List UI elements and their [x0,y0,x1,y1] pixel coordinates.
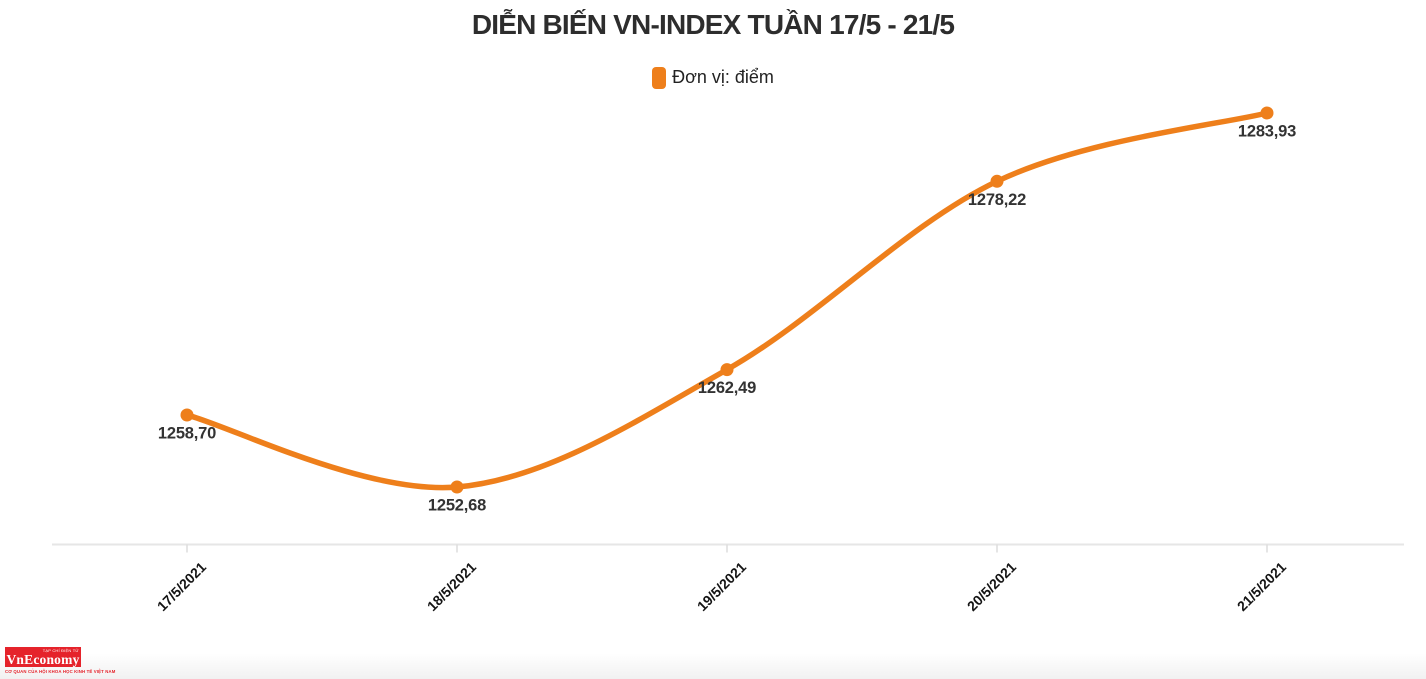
data-point [1260,106,1274,120]
point-value-label: 1252,68 [428,497,486,515]
legend-label: Đơn vị: điểm [672,67,774,87]
point-value-label: 1262,49 [698,379,756,397]
legend-marker-icon [652,66,667,89]
logo-microtext: TẠP CHÍ ĐIỆN TỬ [42,648,79,653]
bottom-fade-strip [0,653,1426,679]
point-value-label: 1278,22 [968,191,1026,209]
logo-tagline: CƠ QUAN CỦA HỘI KHOA HỌC KINH TẾ VIỆT NA… [5,669,116,674]
vneconomy-logo-box: TẠP CHÍ ĐIỆN TỬ VnEconomy [5,647,81,667]
x-axis-label: 19/5/2021 [694,559,750,615]
legend: Đơn vị: điểm [0,66,1426,89]
chart-title: DIỄN BIẾN VN-INDEX TUẦN 17/5 - 21/5 [471,9,955,40]
x-axis-label: 18/5/2021 [424,559,480,615]
data-point [450,480,464,494]
x-axis-label: 17/5/2021 [154,559,210,615]
point-value-label: 1283,93 [1238,123,1296,141]
data-point [180,408,194,422]
x-axis-label: 20/5/2021 [964,559,1020,615]
logo-brand-text: VnEconomy [6,652,80,667]
series-line [184,110,1270,491]
x-axis-label: 21/5/2021 [1234,559,1290,615]
data-point [990,174,1004,188]
vneconomy-logo: TẠP CHÍ ĐIỆN TỬ VnEconomy CƠ QUAN CỦA HỘ… [5,647,125,674]
point-value-label: 1258,70 [158,425,216,443]
data-point [720,363,734,377]
